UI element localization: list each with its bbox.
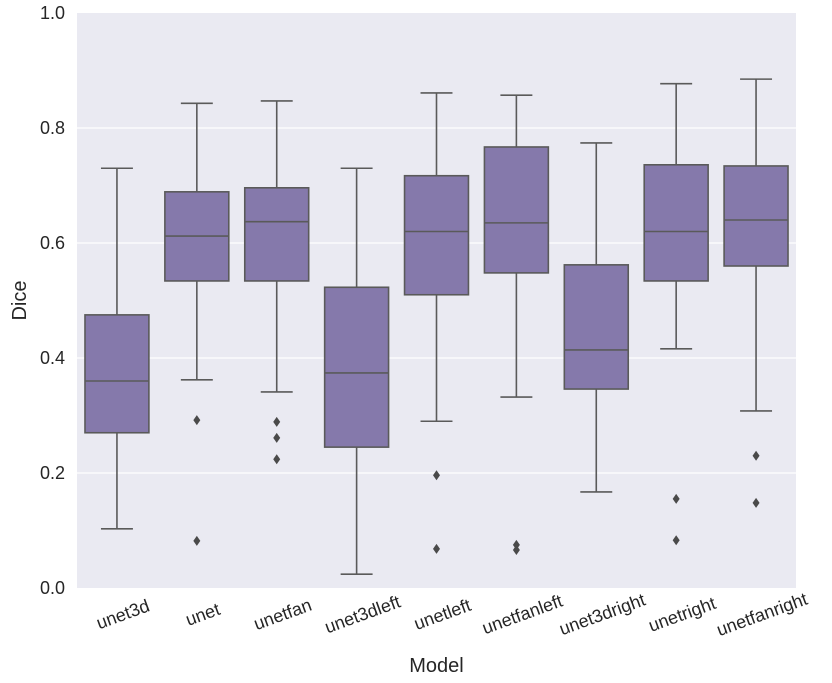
x-tick-label: unet3dright: [556, 590, 647, 640]
x-tick-label: unetright: [646, 593, 719, 636]
x-tick-label: unet: [183, 599, 223, 630]
y-tick-label: 0.4: [40, 348, 65, 368]
boxes: [84, 78, 789, 576]
iqr-box: [483, 146, 550, 274]
iqr-box: [403, 174, 470, 296]
y-tick-label: 1.0: [40, 3, 65, 23]
box-unetfanleft: [483, 94, 550, 556]
outlier-point: [752, 497, 760, 508]
outlier-point: [672, 493, 680, 504]
box-unetfanright: [723, 78, 789, 508]
x-axis-label: Model: [409, 655, 463, 677]
x-tick-label: unetfan: [251, 595, 314, 634]
outlier-point: [672, 535, 680, 546]
outlier-point: [433, 543, 440, 554]
iqr-box: [84, 314, 150, 434]
x-axis-ticks: unet3d unet unetfan unet3dleft unetleft unetf…: [94, 589, 810, 640]
y-axis-label: Dice: [9, 280, 31, 320]
iqr-box: [643, 164, 709, 282]
y-tick-label: 0.6: [40, 233, 65, 253]
outlier-point: [273, 416, 281, 427]
outlier-point: [273, 454, 281, 465]
outlier-point: [193, 535, 201, 546]
x-tick-label: unet3d: [94, 596, 153, 634]
outlier-point: [193, 415, 201, 426]
box-unet3dleft: [323, 167, 390, 576]
outlier-point: [512, 545, 520, 556]
iqr-box: [323, 286, 390, 448]
outlier-point: [433, 470, 440, 481]
box-unet3dright: [563, 142, 630, 493]
y-tick-label: 0.8: [40, 118, 65, 138]
y-tick-label: 0.0: [40, 578, 65, 598]
box-unetfan: [243, 100, 310, 465]
x-tick-label: unetfanright: [714, 589, 810, 640]
iqr-box: [723, 165, 789, 267]
x-tick-label: unetfanleft: [479, 591, 565, 639]
outlier-point: [752, 450, 760, 461]
box-unetleft: [403, 92, 470, 554]
y-tick-label: 0.2: [40, 463, 65, 483]
outlier-point: [512, 539, 520, 550]
box-unetright: [643, 82, 709, 546]
iqr-box: [243, 187, 310, 282]
outlier-point: [273, 432, 281, 443]
y-axis-ticks: 0.0 0.2 0.4 0.6 0.8 1.0: [40, 3, 65, 598]
box-unet3d: [84, 167, 150, 530]
iqr-box: [563, 264, 630, 390]
box-unet: [164, 102, 230, 546]
x-tick-label: unet3dleft: [322, 591, 403, 637]
x-tick-label: unetleft: [411, 595, 473, 634]
